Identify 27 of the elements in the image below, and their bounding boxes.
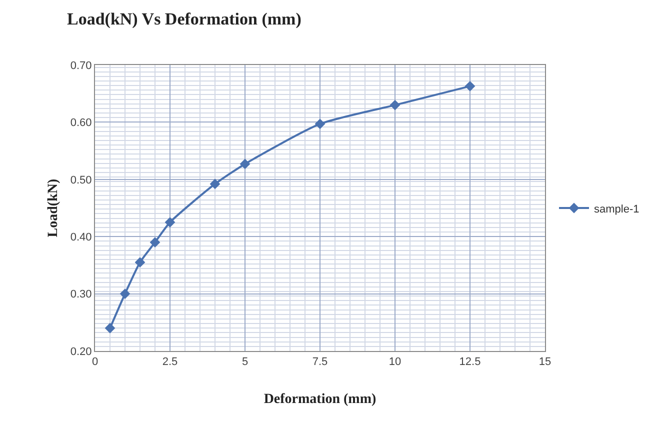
legend-label: sample-1 [594, 203, 640, 216]
point [134, 257, 146, 268]
point [314, 118, 326, 130]
point [240, 158, 250, 170]
chart-title: Load(kN) Vs Deformation (mm) [67, 10, 302, 29]
y-tick-label: 0.30 [70, 288, 92, 301]
x-tick-label: 15 [538, 356, 552, 368]
x-tick-label: 7.5 [312, 356, 328, 368]
x-tick-label: 5 [242, 356, 248, 368]
x-axis-title: Deformation (mm) [264, 392, 377, 407]
point [150, 237, 160, 248]
x-tick-label: 0 [92, 356, 98, 368]
y-tick-label: 0.70 [70, 60, 92, 72]
point [164, 217, 176, 228]
x-tick-label: 2.5 [162, 356, 178, 368]
x-tick-label: 10 [388, 356, 402, 368]
point [464, 80, 476, 92]
y-tick-label: 0.20 [70, 346, 92, 358]
y-tick-label: 0.40 [70, 231, 92, 244]
point [390, 100, 400, 110]
point [210, 178, 220, 190]
y-axis-title: Load(kN) [46, 178, 61, 238]
point [120, 288, 130, 299]
x-tick-label: 12.5 [459, 356, 481, 368]
point [104, 322, 116, 334]
y-tick-label: 0.50 [70, 174, 92, 186]
y-tick-label: 0.60 [70, 117, 92, 130]
